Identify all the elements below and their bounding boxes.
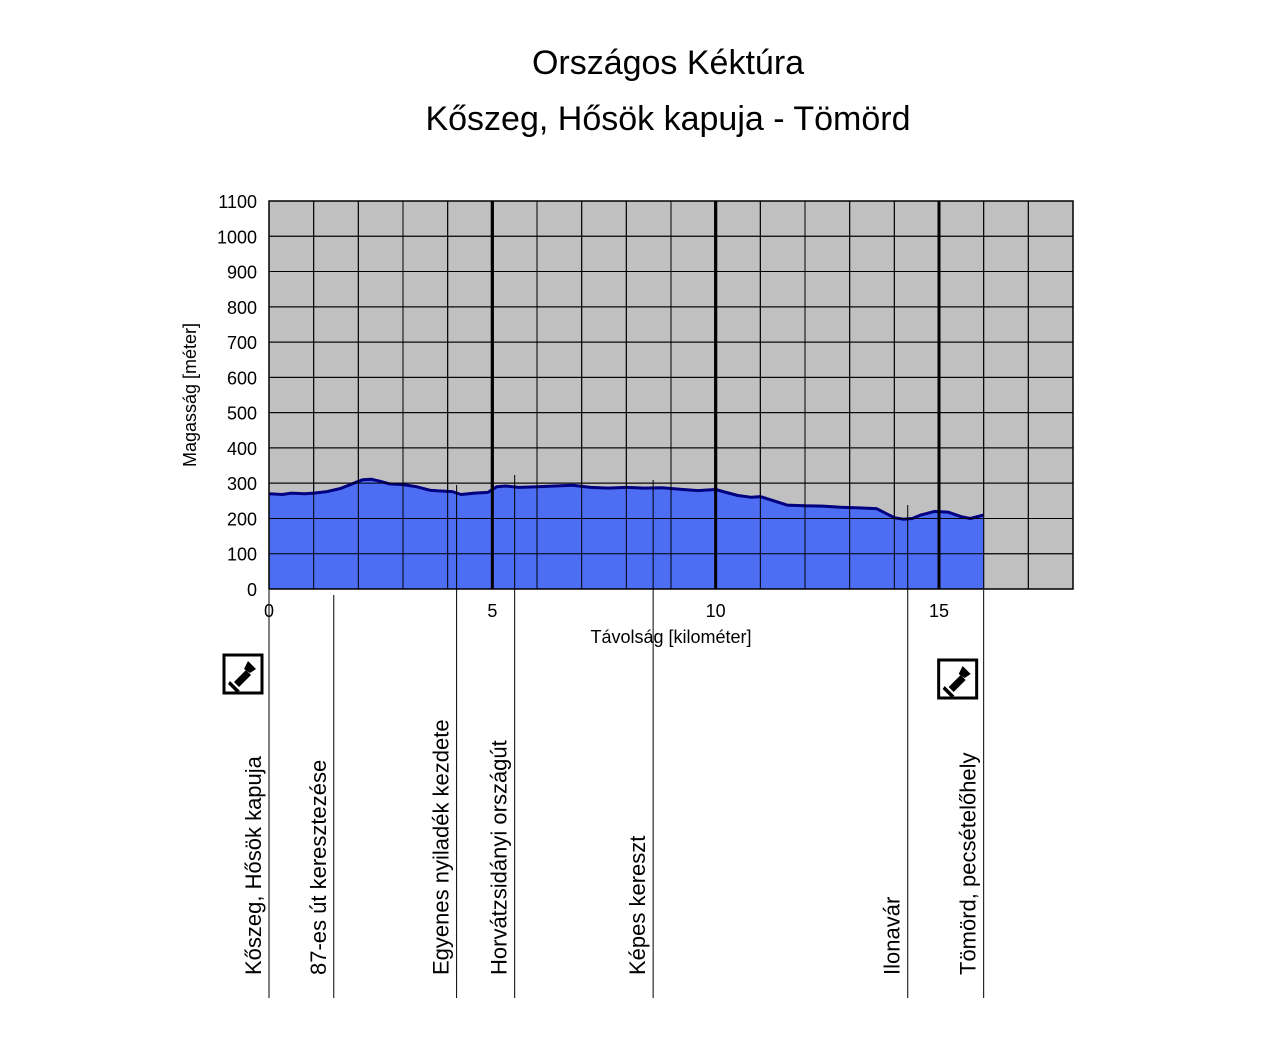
y-tick-label: 900 [227, 263, 257, 283]
stamp-icon-body [234, 670, 251, 687]
waypoint-label: 87-es út keresztezése [306, 760, 331, 975]
y-tick-label: 100 [227, 545, 257, 565]
y-tick-label: 300 [227, 474, 257, 494]
chart-title: Országos Kéktúra [531, 44, 805, 82]
x-tick-label: 5 [487, 601, 497, 621]
y-tick-label: 700 [227, 333, 257, 353]
x-axis-label: Távolság [kilométer] [590, 627, 751, 647]
y-tick-labels: 0 100 200 300 400 500 600 700 800 900 1000 1100 [217, 192, 257, 600]
waypoint-label: Egyenes nyiladék kezdete [429, 719, 454, 975]
y-axis-label: Magasság [méter] [180, 323, 200, 467]
stamp-icon-handle [244, 661, 256, 673]
y-tick-label: 200 [227, 509, 257, 529]
x-tick-label: 15 [929, 601, 949, 621]
x-tick-label: 10 [706, 601, 726, 621]
y-tick-label: 600 [227, 368, 257, 388]
y-tick-label: 1100 [218, 192, 257, 212]
stamp-icon [937, 658, 979, 700]
waypoint-label: Kőszeg, Hősök kapuja [241, 755, 266, 975]
plot-border [268, 200, 1074, 590]
stamp-icon-base [228, 681, 240, 692]
stamp-icon-handle [958, 666, 971, 678]
y-tick-label: 500 [227, 404, 257, 424]
x-tick-labels: 0 5 10 15 [264, 601, 949, 621]
waypoint-label: Tömörd, pecsételőhely [956, 752, 981, 975]
y-tick-label: 400 [227, 439, 257, 459]
stamp-icon [222, 653, 264, 695]
waypoint-annotations: Kőszeg, Hősök kapuja 87-es út keresztezés… [222, 475, 985, 998]
stamp-icon-base [942, 686, 955, 697]
waypoint-label: Ilonavár [880, 897, 905, 975]
stamp-icon-body [948, 675, 966, 692]
chart-subtitle: Kőszeg, Hősök kapuja - Tömörd [425, 100, 911, 138]
elevation-line [268, 477, 985, 521]
waypoint-label: Képes kereszt [625, 836, 650, 975]
y-tick-label: 1000 [217, 227, 257, 247]
y-tick-label: 800 [227, 298, 257, 318]
y-tick-label: 0 [247, 580, 257, 600]
waypoint-label: Horvátzsidányi országút [487, 740, 512, 975]
